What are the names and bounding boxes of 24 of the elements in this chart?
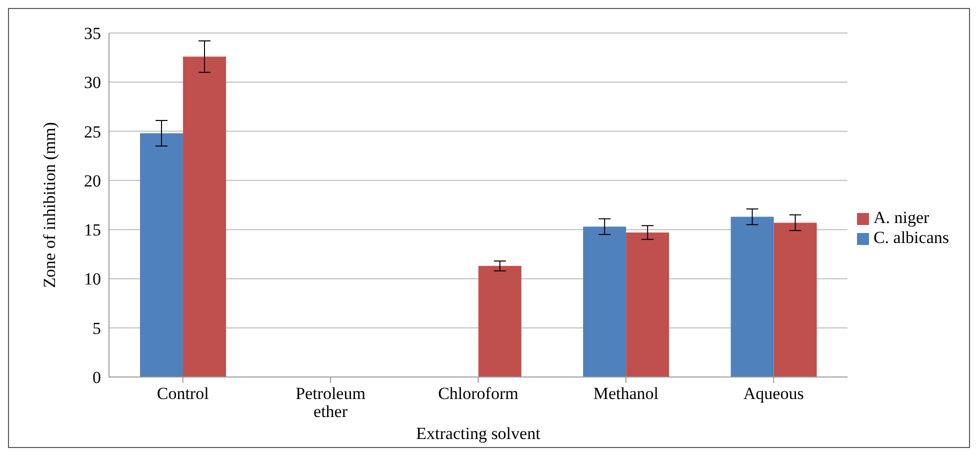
bar <box>774 222 817 377</box>
bar <box>140 133 184 377</box>
y-tick-label: 30 <box>84 73 101 92</box>
y-tick-label: 5 <box>92 318 101 338</box>
y-tick-label: 35 <box>84 24 101 44</box>
legend-label: C. albicans <box>873 228 949 247</box>
y-tick-label: 0 <box>92 368 101 388</box>
y-axis-title: Zone of inhibition (mm) <box>40 122 60 288</box>
bar <box>730 216 774 377</box>
y-tick-label: 10 <box>84 270 101 289</box>
x-tick-label: Petroleum ether <box>296 384 366 421</box>
y-tick-label: 15 <box>84 220 101 240</box>
x-tick-label: Chloroform <box>438 384 518 403</box>
x-tick-label: Control <box>156 384 210 403</box>
bar <box>583 226 626 377</box>
bar <box>183 56 226 377</box>
y-tick-label: 25 <box>84 122 101 142</box>
bar <box>626 232 670 377</box>
legend-label: A. niger <box>873 208 930 227</box>
x-tick-label: Methanol <box>593 384 659 403</box>
y-tick-label: 20 <box>84 171 101 190</box>
bar <box>478 266 522 377</box>
x-axis-title: Extracting solvent <box>416 424 541 443</box>
x-tick-label: Aqueous <box>743 384 804 403</box>
